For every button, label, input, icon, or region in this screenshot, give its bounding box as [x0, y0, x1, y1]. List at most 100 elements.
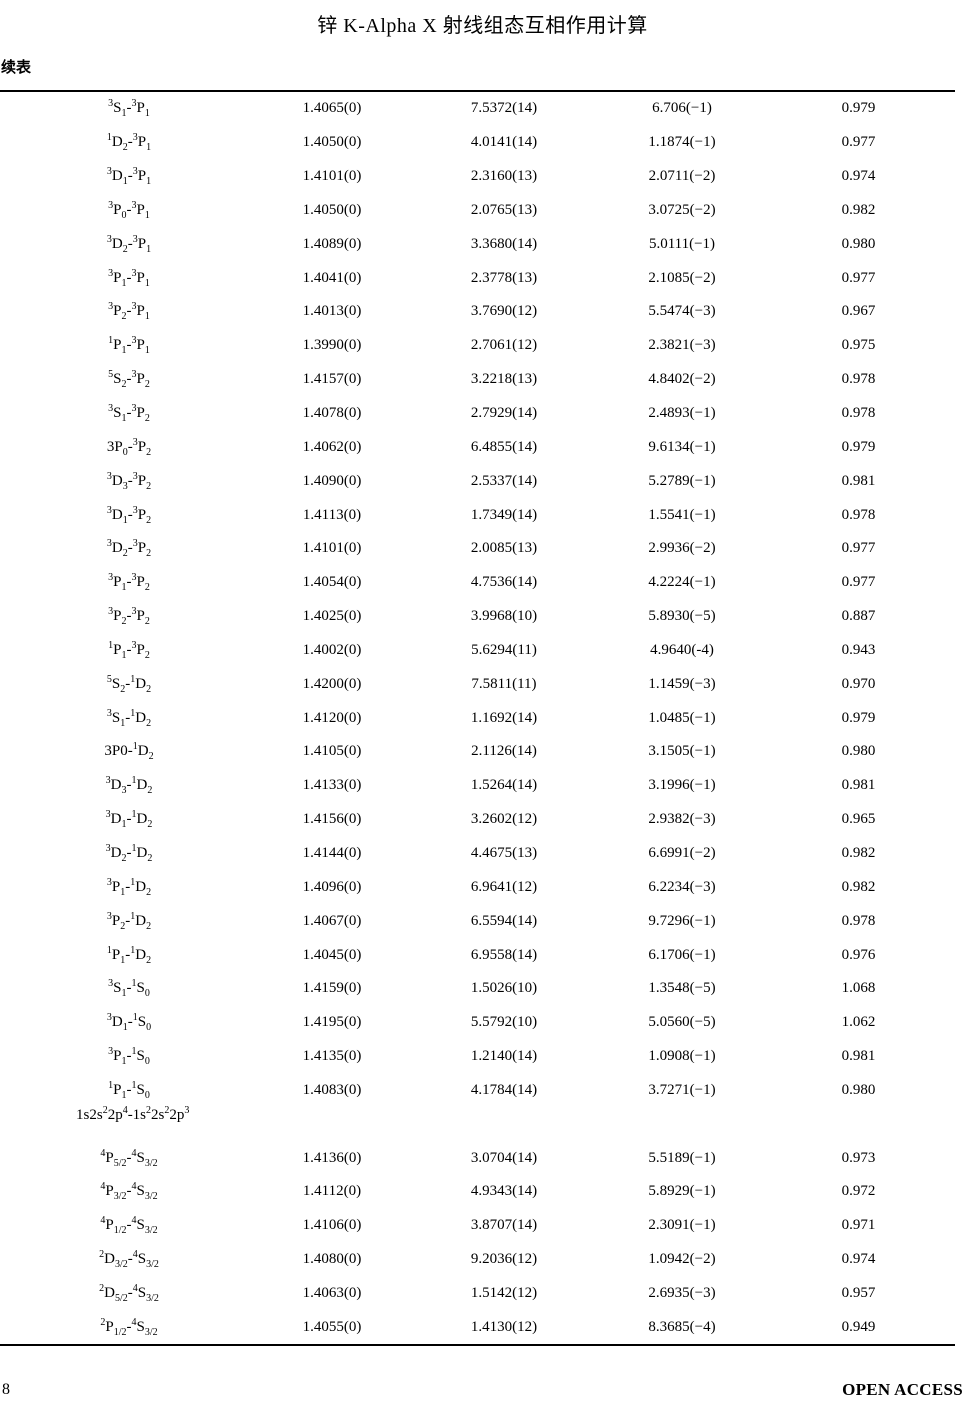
- value-cell-2: 1.1692(14): [470, 709, 538, 726]
- table-row: 1P1-3P2 1.4002(0) 5.6294(11) 4.9640(-4) 0.94…: [0, 634, 955, 668]
- value-cell-1: 1.4090(0): [302, 472, 362, 489]
- value-cell-3: 6.6991(−2): [648, 844, 716, 861]
- transition-cell: 2D5/2-4S3/2: [99, 1282, 159, 1304]
- value-cell-3: 1.0485(−1): [648, 709, 716, 726]
- value-cell-1: 1.4083(0): [302, 1081, 362, 1098]
- value-cell-4: 0.982: [841, 878, 876, 895]
- value-cell-4: 0.981: [841, 1048, 876, 1065]
- value-cell-4: 0.974: [841, 168, 876, 185]
- value-cell-2: 7.5811(11): [471, 675, 537, 692]
- value-cell-1: 1.4050(0): [302, 134, 362, 151]
- value-cell-2: 2.0765(13): [470, 201, 538, 218]
- table-row: 3S1-1D2 1.4120(0) 1.1692(14) 1.0485(−1) 0.97…: [0, 701, 955, 735]
- table-row: 1P1-1D2 1.4045(0) 6.9558(14) 6.1706(−1) 0.97…: [0, 938, 955, 972]
- value-cell-3: 1.5541(−1): [648, 506, 716, 523]
- value-cell-2: 6.9558(14): [470, 946, 538, 963]
- value-cell-1: 1.4045(0): [302, 946, 362, 963]
- table-row: 3P2-1D2 1.4067(0) 6.5594(14) 9.7296(−1) 0.97…: [0, 904, 955, 938]
- transition-cell: 3P2-1D2: [106, 910, 152, 932]
- value-cell-1: 1.4096(0): [302, 878, 362, 895]
- value-cell-4: 0.980: [841, 743, 876, 760]
- value-cell-4: 0.974: [841, 1251, 876, 1268]
- transition-cell: 1P1-3P2: [108, 639, 150, 661]
- value-cell-1: 1.4054(0): [302, 574, 362, 591]
- value-cell-2: 2.0085(13): [470, 540, 538, 557]
- page-number: 8: [2, 1381, 10, 1398]
- value-cell-3: 4.2224(−1): [648, 574, 716, 591]
- value-cell-3: 5.8930(−5): [648, 608, 716, 625]
- value-cell-1: 1.4065(0): [302, 100, 362, 117]
- table-row: 3P0-3P1 1.4050(0) 2.0765(13) 3.0725(−2) 0.98…: [0, 194, 955, 228]
- transition-cell: 3D2-3P2: [106, 538, 152, 560]
- table-row: 2D5/2-4S3/2 1.4063(0) 1.5142(12) 2.6935(−3)…: [0, 1277, 955, 1311]
- value-cell-3: 2.3091(−1): [648, 1217, 716, 1234]
- transition-cell: 5S2-3P2: [108, 369, 150, 391]
- value-cell-3: 9.6134(−1): [648, 438, 716, 455]
- value-cell-4: 0.976: [841, 946, 876, 963]
- value-cell-3: 5.0111(−1): [648, 235, 716, 252]
- value-cell-3: 4.8402(−2): [648, 371, 716, 388]
- value-cell-3: 3.1996(−1): [648, 777, 716, 794]
- value-cell-2: 4.7536(14): [470, 574, 538, 591]
- table-row: 3P1-1D2 1.4096(0) 6.9641(12) 6.2234(−3) 0.98…: [0, 870, 955, 904]
- value-cell-1: 1.4067(0): [302, 912, 362, 929]
- value-cell-3: 2.3821(−3): [648, 337, 716, 354]
- table-row: 3P2-3P2 1.4025(0) 3.9968(10) 5.8930(−5) 0.88…: [0, 600, 955, 634]
- value-cell-3: 1.0942(−2): [648, 1251, 716, 1268]
- table-row: 3P1-1S0 1.4135(0) 1.2140(14) 1.0908(−1) 0.98…: [0, 1040, 955, 1074]
- table-row: 3D2-1D2 1.4144(0) 4.4675(13) 6.6991(−2) 0.98…: [0, 837, 955, 871]
- value-cell-4: 0.973: [841, 1149, 876, 1166]
- transition-cell: 4P1/2-4S3/2: [100, 1215, 158, 1237]
- value-cell-3: 4.9640(-4): [650, 641, 714, 658]
- value-cell-4: 0.977: [841, 574, 876, 591]
- table-row: 3P0-3P2 1.4062(0) 6.4855(14) 9.6134(−1) 0.97…: [0, 430, 955, 464]
- value-cell-2: 3.2218(13): [470, 371, 538, 388]
- value-cell-1: 1.4002(0): [302, 641, 362, 658]
- value-cell-4: 0.981: [841, 472, 876, 489]
- value-cell-1: 1.4156(0): [302, 811, 362, 828]
- value-cell-4: 0.979: [841, 709, 876, 726]
- table-row: 3P0-1D2 1.4105(0) 2.1126(14) 3.1505(−1) 0.98…: [0, 735, 955, 769]
- value-cell-2: 6.5594(14): [470, 912, 538, 929]
- transition-cell: 3S1-3P2: [108, 403, 150, 425]
- transition-cell: 1P1-1D2: [106, 944, 152, 966]
- value-cell-2: 5.6294(11): [471, 641, 537, 658]
- table-row: 5S2-3P2 1.4157(0) 3.2218(13) 4.8402(−2) 0.97…: [0, 363, 955, 397]
- value-cell-3: 6.1706(−1): [648, 946, 716, 963]
- value-cell-1: 1.4136(0): [302, 1149, 362, 1166]
- transition-cell: 3P2-3P1: [108, 301, 150, 323]
- transition-cell: 3P1-3P1: [108, 267, 150, 289]
- table-body: 3S1-3P1 1.4065(0) 7.5372(14) 6.706(−1) 0.979…: [0, 92, 955, 1344]
- value-cell-1: 1.4013(0): [302, 303, 362, 320]
- value-cell-1: 1.4101(0): [302, 540, 362, 557]
- value-cell-3: 2.9936(−2): [648, 540, 716, 557]
- value-cell-2: 2.3778(13): [470, 269, 538, 286]
- value-cell-2: 6.4855(14): [470, 438, 538, 455]
- transition-cell: 3D2-1D2: [105, 842, 153, 864]
- transition-cell: 3D3-1D2: [105, 775, 153, 797]
- transition-cell: 3P0-1D2: [104, 741, 154, 763]
- value-cell-3: 3.1505(−1): [648, 743, 716, 760]
- value-cell-3: 2.1085(−2): [648, 269, 716, 286]
- value-cell-4: 0.972: [841, 1183, 876, 1200]
- section-header-row: 1s2s22p4-1s22s22p3: [0, 1106, 955, 1141]
- value-cell-1: 1.4050(0): [302, 201, 362, 218]
- value-cell-2: 2.3160(13): [470, 168, 538, 185]
- value-cell-3: 6.706(−1): [652, 100, 712, 117]
- value-cell-3: 9.7296(−1): [648, 912, 716, 929]
- table-row: 3D1-1S0 1.4195(0) 5.5792(10) 5.0560(−5) 1.06…: [0, 1006, 955, 1040]
- table-row: 2P1/2-4S3/2 1.4055(0) 1.4130(12) 8.3685(−4)…: [0, 1310, 955, 1344]
- value-cell-3: 5.0560(−5): [648, 1014, 716, 1031]
- value-cell-4: 0.980: [841, 1081, 876, 1098]
- table-row: 3P1-3P2 1.4054(0) 4.7536(14) 4.2224(−1) 0.97…: [0, 566, 955, 600]
- table-row: 3D1-3P1 1.4101(0) 2.3160(13) 2.0711(−2) 0.97…: [0, 160, 955, 194]
- value-cell-4: 0.978: [841, 405, 876, 422]
- table-row: 3D1-1D2 1.4156(0) 3.2602(12) 2.9382(−3) 0.96…: [0, 803, 955, 837]
- value-cell-4: 1.068: [841, 980, 876, 997]
- value-cell-1: 1.4112(0): [302, 1183, 362, 1200]
- value-cell-1: 1.4080(0): [302, 1251, 362, 1268]
- value-cell-1: 1.4055(0): [302, 1318, 362, 1335]
- value-cell-2: 2.7061(12): [470, 337, 538, 354]
- value-cell-2: 9.2036(12): [470, 1251, 538, 1268]
- value-cell-3: 6.2234(−3): [648, 878, 716, 895]
